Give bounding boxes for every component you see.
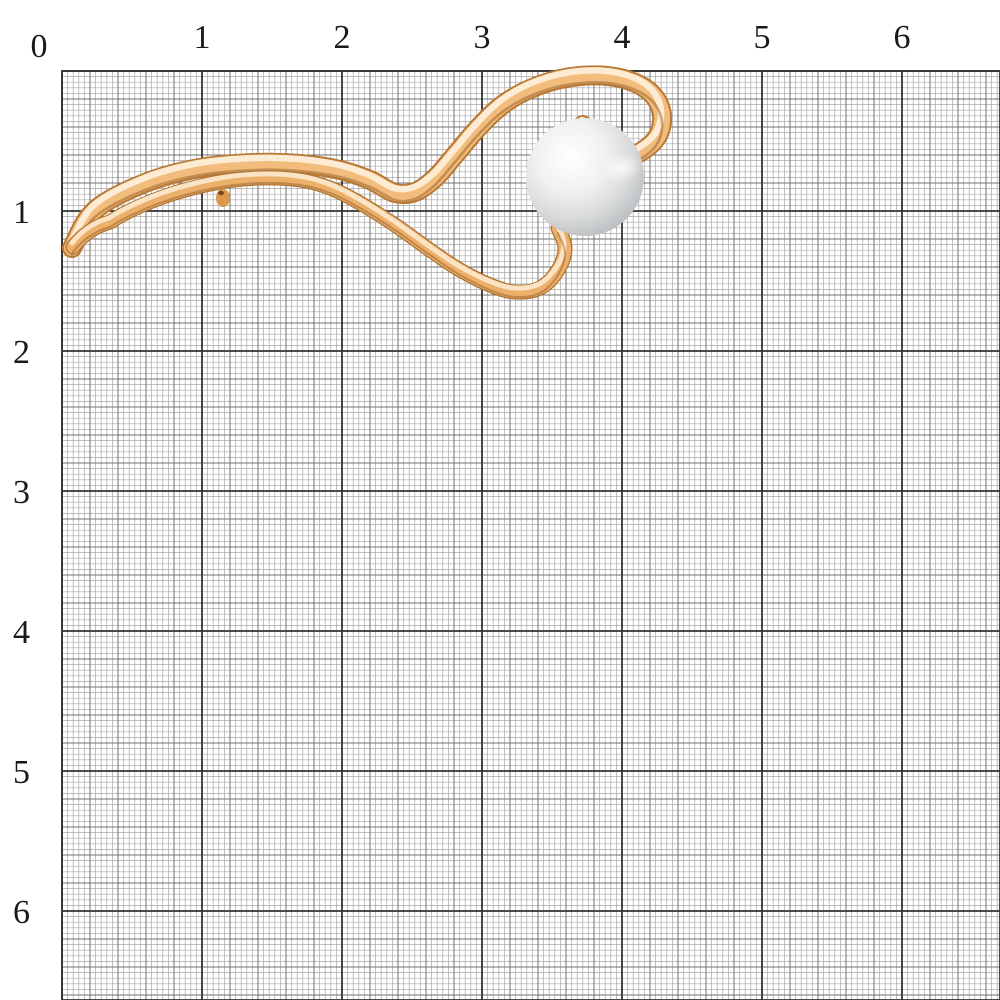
svg-text:4: 4 [614,19,631,56]
svg-text:5: 5 [754,19,771,56]
svg-text:5: 5 [13,754,30,791]
svg-text:3: 3 [13,474,30,511]
svg-text:0: 0 [31,28,48,65]
svg-text:6: 6 [894,19,911,56]
svg-text:2: 2 [13,334,30,371]
svg-text:4: 4 [13,614,30,651]
svg-text:3: 3 [474,19,491,56]
svg-text:1: 1 [194,19,211,56]
svg-text:6: 6 [13,894,30,931]
svg-text:2: 2 [334,19,351,56]
svg-text:1: 1 [13,194,30,231]
